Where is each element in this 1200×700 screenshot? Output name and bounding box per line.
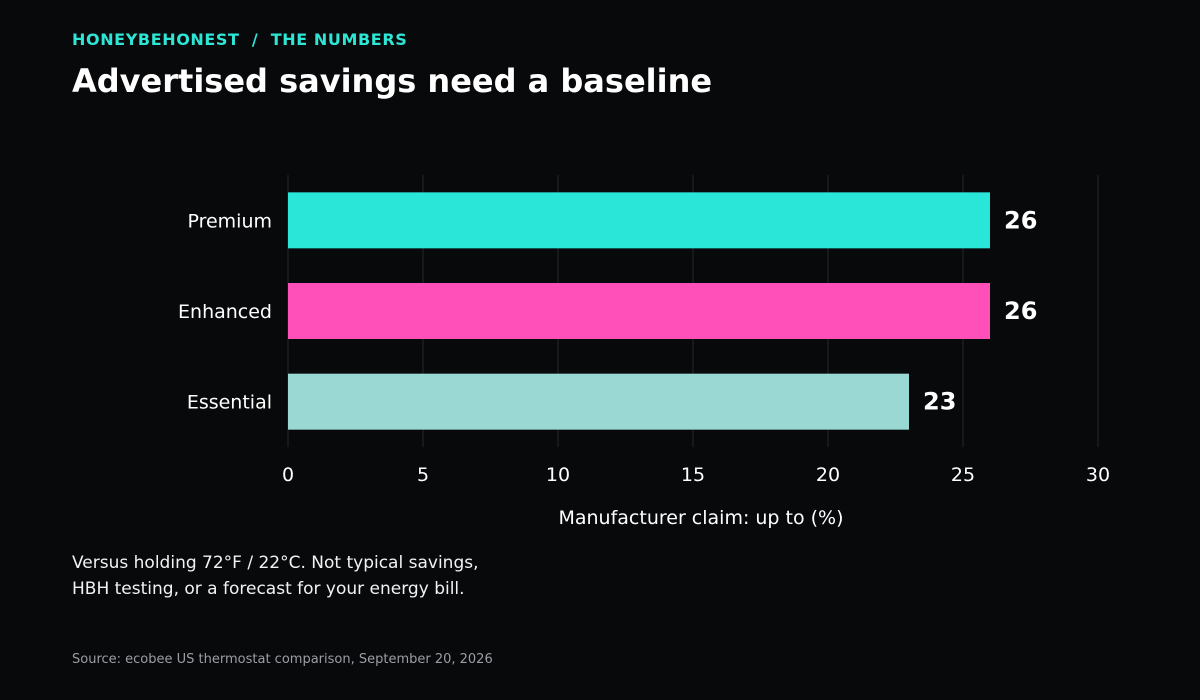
footnote-line-1: Versus holding 72°F / 22°C. Not typical … [72,553,479,573]
chart-footnote: Versus holding 72°F / 22°C. Not typical … [72,550,592,602]
category-label-enhanced: Enhanced [178,301,272,323]
value-label-premium: 26 [1004,206,1037,234]
value-label-essential: 23 [923,388,956,416]
chart-kicker: HONEYBEHONEST / THE NUMBERS [72,30,408,49]
x-tick-label-30: 30 [1086,464,1110,486]
x-tick-label-10: 10 [546,464,570,486]
x-tick-label-0: 0 [282,464,294,486]
bar-enhanced [288,283,990,339]
bar-essential [288,373,909,430]
bar-premium [288,192,990,249]
category-label-essential: Essential [187,392,272,414]
category-label-premium: Premium [187,210,272,232]
x-tick-label-20: 20 [816,464,840,486]
x-axis-label: Manufacturer claim: up to (%) [558,507,843,529]
x-tick-label-15: 15 [681,464,705,486]
chart-source: Source: ecobee US thermostat comparison,… [72,652,493,667]
x-tick-label-25: 25 [951,464,975,486]
chart-title: Advertised savings need a baseline [72,62,713,100]
x-tick-label-5: 5 [417,464,429,486]
footnote-line-2: HBH testing, or a forecast for your ener… [72,579,465,599]
bar-chart: Premium 26 Enhanced 26 Essential 23 0 5 10 15 20 25… [178,175,1110,529]
value-label-enhanced: 26 [1004,297,1037,325]
